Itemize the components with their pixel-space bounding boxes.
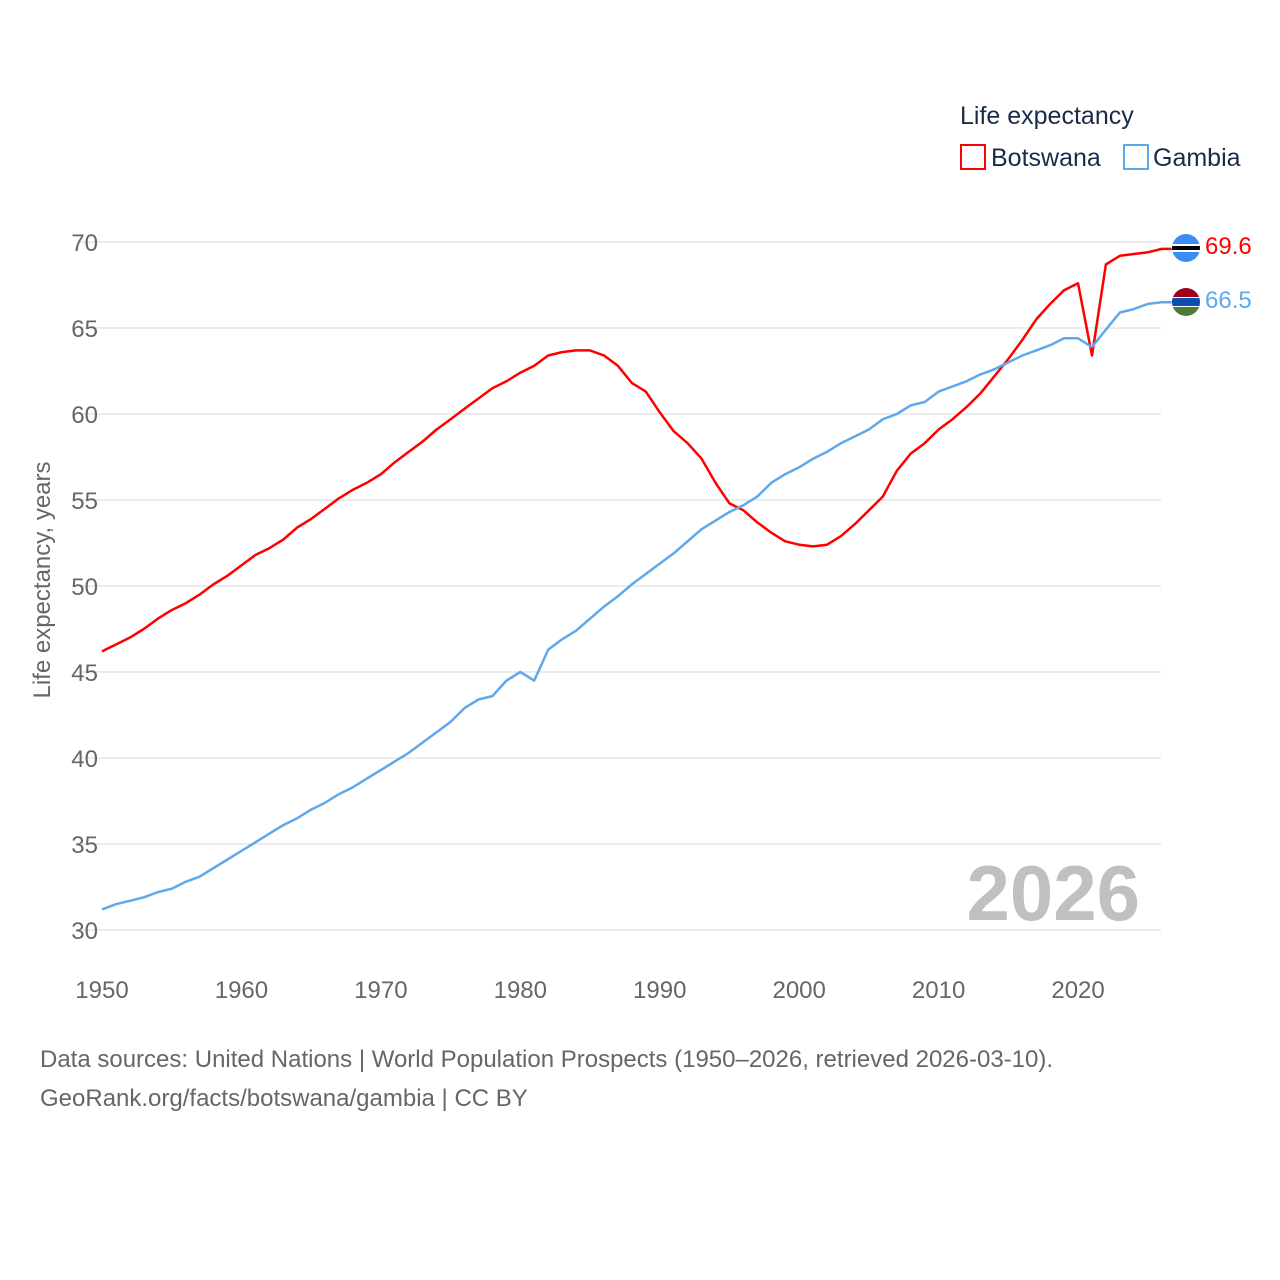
x-tick-label: 1950 (75, 977, 128, 1004)
x-tick-label: 1990 (633, 977, 686, 1004)
y-tick-label: 70 (71, 230, 98, 257)
footer-sources: Data sources: United Nations | World Pop… (40, 1046, 1054, 1073)
legend-label-gambia: Gambia (1153, 144, 1241, 172)
x-tick-label: 1960 (215, 977, 268, 1004)
y-tick-label: 30 (71, 918, 98, 945)
y-tick-label: 65 (71, 316, 98, 343)
gambia-flag-icon (1172, 288, 1200, 316)
y-tick-label: 40 (71, 746, 98, 773)
legend-title: Life expectancy (960, 102, 1134, 130)
y-tick-label: 35 (71, 832, 98, 859)
gridlines (80, 241, 1161, 931)
end-labels: 69.6 66.5 (1172, 233, 1252, 316)
x-tick-label: 2000 (772, 977, 825, 1004)
legend: Life expectancy Botswana Gambia (960, 102, 1241, 172)
y-tick-label: 60 (71, 402, 98, 429)
legend-label-botswana: Botswana (991, 144, 1101, 172)
x-tick-label: 2010 (912, 977, 965, 1004)
x-axis-ticks: 1950 1960 1970 1980 1990 2000 2010 2020 (75, 977, 1104, 1004)
series-lines (101, 247, 1172, 911)
x-tick-label: 1980 (494, 977, 547, 1004)
y-tick-label: 45 (71, 660, 98, 687)
series-line-botswana (101, 247, 1172, 653)
botswana-flag-icon (1172, 234, 1200, 262)
series-line-gambia (101, 300, 1172, 911)
botswana-end-value: 69.6 (1205, 233, 1252, 260)
y-tick-label: 50 (71, 574, 98, 601)
y-tick-label: 55 (71, 488, 98, 515)
x-tick-label: 2020 (1051, 977, 1104, 1004)
gambia-end-value: 66.5 (1205, 287, 1252, 314)
y-axis-ticks: 30 35 40 45 50 55 60 65 70 (71, 230, 98, 945)
year-watermark: 2026 (966, 849, 1140, 937)
legend-item-botswana[interactable]: Botswana (960, 144, 1101, 172)
x-tick-label: 1970 (354, 977, 407, 1004)
legend-item-gambia[interactable]: Gambia (1123, 144, 1241, 172)
footer-link[interactable]: GeoRank.org/facts/botswana/gambia | CC B… (40, 1085, 528, 1112)
y-axis-label: Life expectancy, years (29, 461, 56, 698)
